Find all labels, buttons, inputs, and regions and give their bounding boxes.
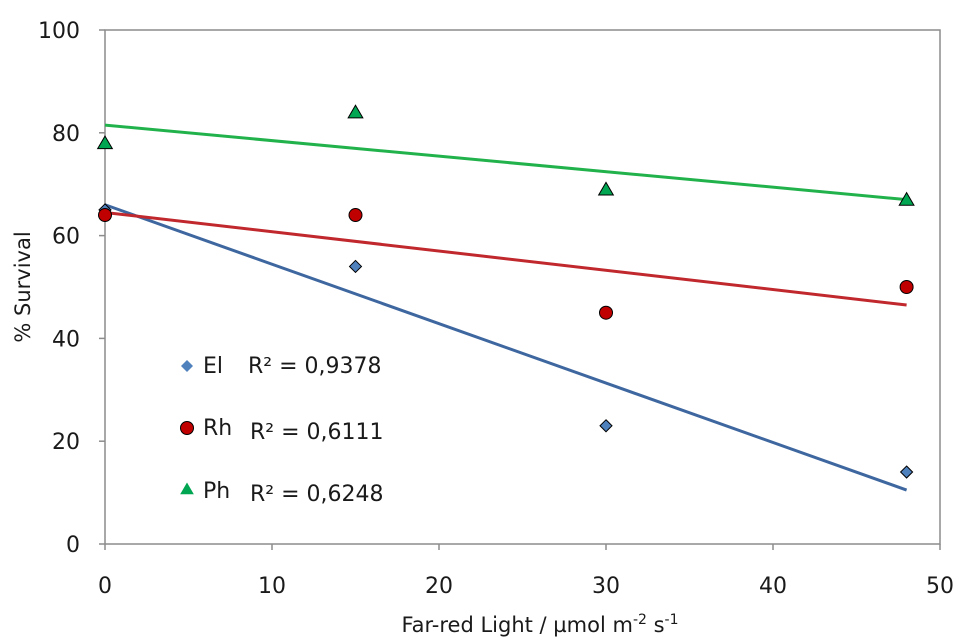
data-points [96, 104, 915, 479]
y-axis-title: % Survival [11, 231, 35, 342]
point-el [599, 419, 613, 433]
legend-marker-ph [180, 482, 194, 495]
y-tick-label: 40 [52, 327, 80, 352]
trendline-el [104, 203, 908, 492]
x-axis-title: Far-red Light / µmol m-2 s-1 [401, 612, 678, 637]
point-ph [597, 181, 615, 196]
point-ph [898, 191, 915, 206]
legend-label-ph: Ph [203, 479, 230, 504]
point-rh [348, 208, 363, 223]
legend: El R² = 0,9378 Rh R² = 0,6111 Ph R² = 0,… [180, 354, 384, 507]
legend-entry-ph: Ph R² = 0,6248 [180, 479, 384, 507]
point-rh [98, 208, 112, 223]
x-tick-label: 0 [98, 574, 112, 599]
point-rh [899, 280, 914, 294]
legend-r2-ph: R² = 0,6248 [250, 482, 384, 507]
x-tick-label: 20 [425, 574, 453, 599]
legend-marker-el [181, 360, 193, 372]
y-tick-label: 60 [52, 225, 80, 250]
y-axis-ticks: 0 20 40 60 80 100 [38, 19, 105, 558]
point-el [348, 259, 363, 274]
x-tick-label: 50 [926, 574, 954, 599]
point-ph [347, 104, 364, 119]
legend-label-el: El [203, 354, 223, 379]
point-el [899, 465, 914, 479]
trendline-ph [104, 123, 907, 202]
legend-entry-rh: Rh R² = 0,6111 [180, 416, 384, 445]
legend-marker-rh [180, 421, 194, 435]
trendline-rh [104, 210, 907, 307]
x-tick-label: 30 [592, 574, 620, 599]
y-tick-label: 80 [52, 122, 80, 147]
x-tick-label: 10 [258, 574, 286, 599]
y-tick-label: 100 [38, 19, 80, 44]
point-rh [599, 305, 613, 320]
legend-r2-rh: R² = 0,6111 [250, 420, 384, 445]
x-tick-label: 40 [759, 574, 787, 599]
x-axis-title-mid: s [647, 613, 665, 637]
legend-r2-el: R² = 0,9378 [248, 354, 382, 379]
x-axis-title-sup1: -2 [633, 612, 647, 628]
trendlines [104, 123, 908, 492]
x-axis-title-main: Far-red Light / µmol m [401, 613, 632, 637]
y-tick-label: 0 [66, 533, 80, 558]
point-ph [96, 135, 114, 150]
x-axis-ticks: 0 10 20 30 40 50 [98, 544, 954, 599]
plot-area-frame [104, 29, 941, 545]
legend-label-rh: Rh [203, 416, 232, 441]
legend-entry-el: El R² = 0,9378 [181, 354, 382, 379]
x-axis-title-sup2: -1 [665, 612, 679, 628]
y-tick-label: 20 [52, 430, 80, 455]
